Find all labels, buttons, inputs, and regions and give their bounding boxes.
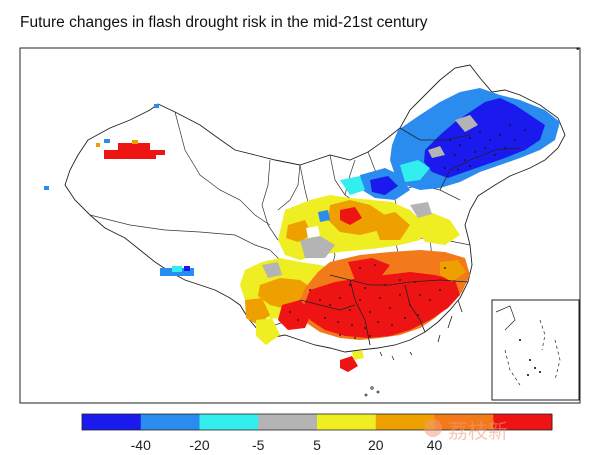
colorbar-tick-label: 5 bbox=[313, 437, 321, 453]
map-title: Future changes in flash drought risk in … bbox=[20, 14, 428, 31]
colorbar-tick-label: -5 bbox=[252, 437, 265, 453]
colorbar-tick-label: 20 bbox=[368, 437, 384, 453]
colorbar-ticks: -40 -20 -5 5 20 40 bbox=[131, 437, 443, 453]
central-transition bbox=[278, 195, 460, 260]
nw-high-risk bbox=[104, 143, 165, 159]
colorbar-swatch bbox=[317, 414, 377, 430]
northeast-low-risk bbox=[340, 88, 560, 200]
colorbar-tick-label: 40 bbox=[427, 437, 443, 453]
map-frame bbox=[19, 47, 581, 404]
colorbar-swatch bbox=[82, 414, 142, 430]
significance-stippling bbox=[289, 124, 526, 339]
svg-text:•: • bbox=[576, 44, 580, 55]
tibet-patch bbox=[160, 266, 194, 276]
colorbar-swatch bbox=[375, 414, 435, 430]
watermark-text: 荔枝新 bbox=[448, 419, 508, 443]
colorbar-swatch bbox=[434, 414, 494, 430]
colorbar-swatch bbox=[493, 414, 553, 430]
coastal-islands bbox=[364, 299, 463, 397]
colorbar-swatch bbox=[258, 414, 318, 430]
colorbar-tick-label: -40 bbox=[131, 437, 151, 453]
colorbar-swatch bbox=[199, 414, 259, 430]
colorbar-tick-label: -20 bbox=[189, 437, 209, 453]
country-outline bbox=[64, 64, 566, 353]
colorbar-swatches bbox=[82, 414, 553, 430]
watermark: 荔枝新 bbox=[424, 419, 508, 443]
colorbar-swatch bbox=[140, 414, 200, 430]
south-china-sea-inset bbox=[491, 299, 580, 401]
